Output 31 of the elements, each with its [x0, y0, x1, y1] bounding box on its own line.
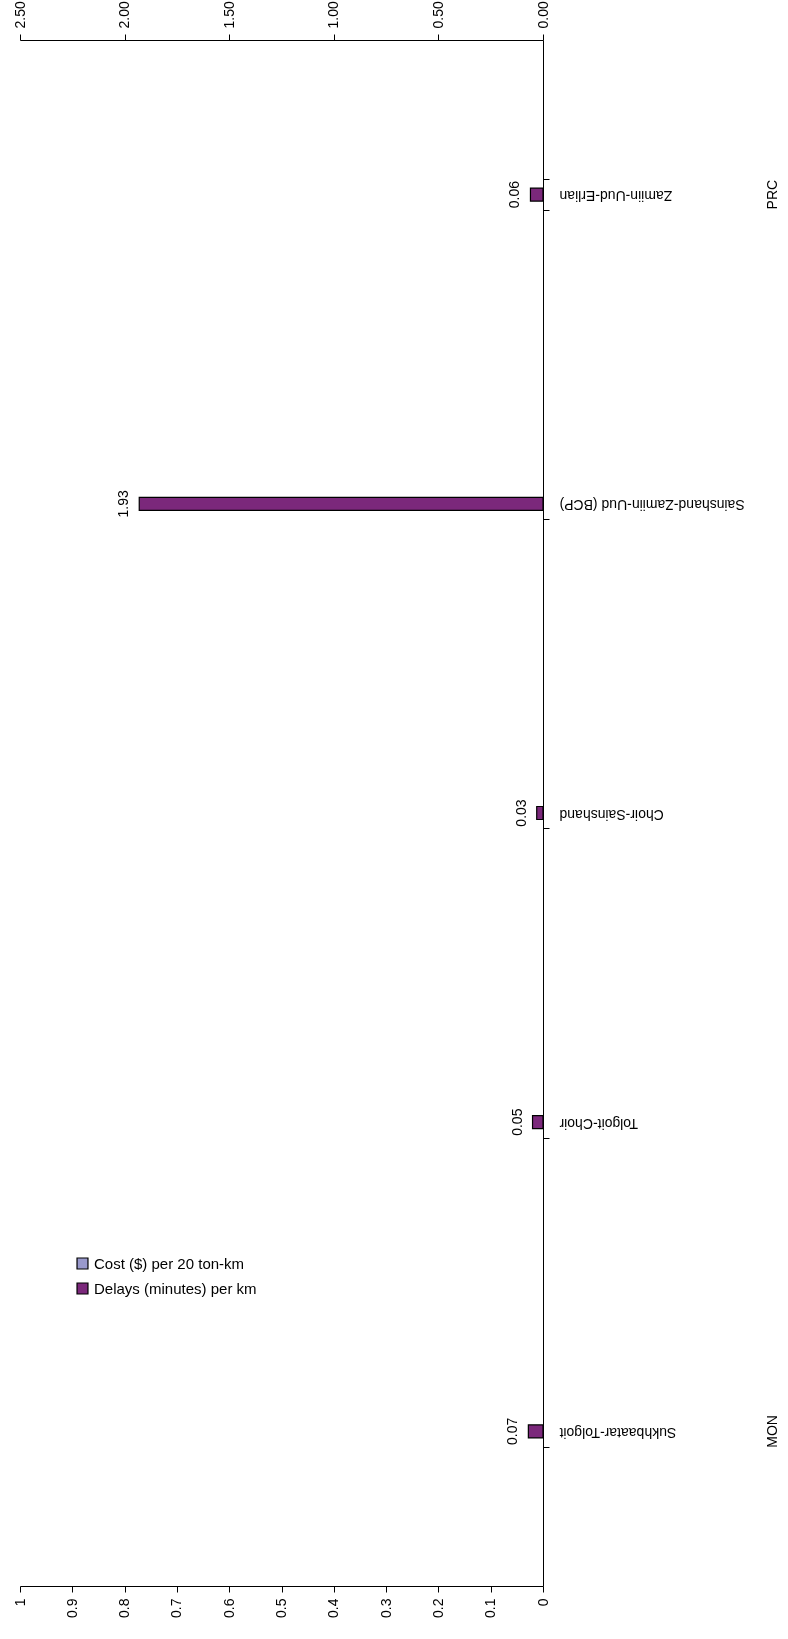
x-tick-label: 0.2: [429, 1598, 446, 1618]
x2-tick-label: 1.50: [220, 1, 237, 29]
x-tick-label: 0.1: [482, 1598, 499, 1618]
text: PRC: [764, 179, 780, 210]
y-tick-label: Tolgoit-Choir: [559, 1115, 639, 1132]
data-label: 0.06: [506, 180, 523, 209]
y-tick-label: Sainshand-Zamiin-Uud (BCP): [559, 497, 745, 514]
x-tick-label: 0.3: [377, 1598, 394, 1618]
x-tick-label: 0.7: [168, 1598, 185, 1618]
y-tick-label: Choir-Sainshand: [559, 806, 664, 823]
x2-tick-label: 2.50: [11, 1, 28, 29]
data-label: 0.03: [512, 799, 529, 827]
x2-tick-label: 2.00: [116, 1, 133, 29]
y-tick-label: Sukhbaatar-Tolgoit: [559, 1424, 677, 1441]
x-tick-label: 0: [534, 1598, 551, 1607]
x-tick-label: 0.5: [273, 1598, 289, 1618]
x-tick-label: 0.8: [116, 1598, 133, 1618]
data-label: 0.07: [504, 1417, 521, 1446]
x2-tick-label: 1.00: [325, 1, 342, 29]
x-tick-label: 1: [11, 1598, 28, 1607]
text: MON: [764, 1415, 780, 1448]
legend-label: Delays (minutes) per km: [94, 1279, 257, 1297]
data-label: 0.05: [508, 1108, 525, 1136]
x2-tick-label: 0.50: [429, 1, 446, 29]
y-tick-label: Zamiin-Uud-Erlian: [559, 188, 673, 205]
x-tick-label: 0.6: [220, 1598, 237, 1618]
x2-tick-label: 0.00: [534, 1, 551, 29]
legend-label: Cost ($) per 20 ton-km: [94, 1254, 245, 1272]
x-tick-label: 0.4: [325, 1598, 342, 1618]
data-label: 1.93: [115, 489, 132, 518]
x-tick-label: 0.9: [63, 1598, 80, 1618]
